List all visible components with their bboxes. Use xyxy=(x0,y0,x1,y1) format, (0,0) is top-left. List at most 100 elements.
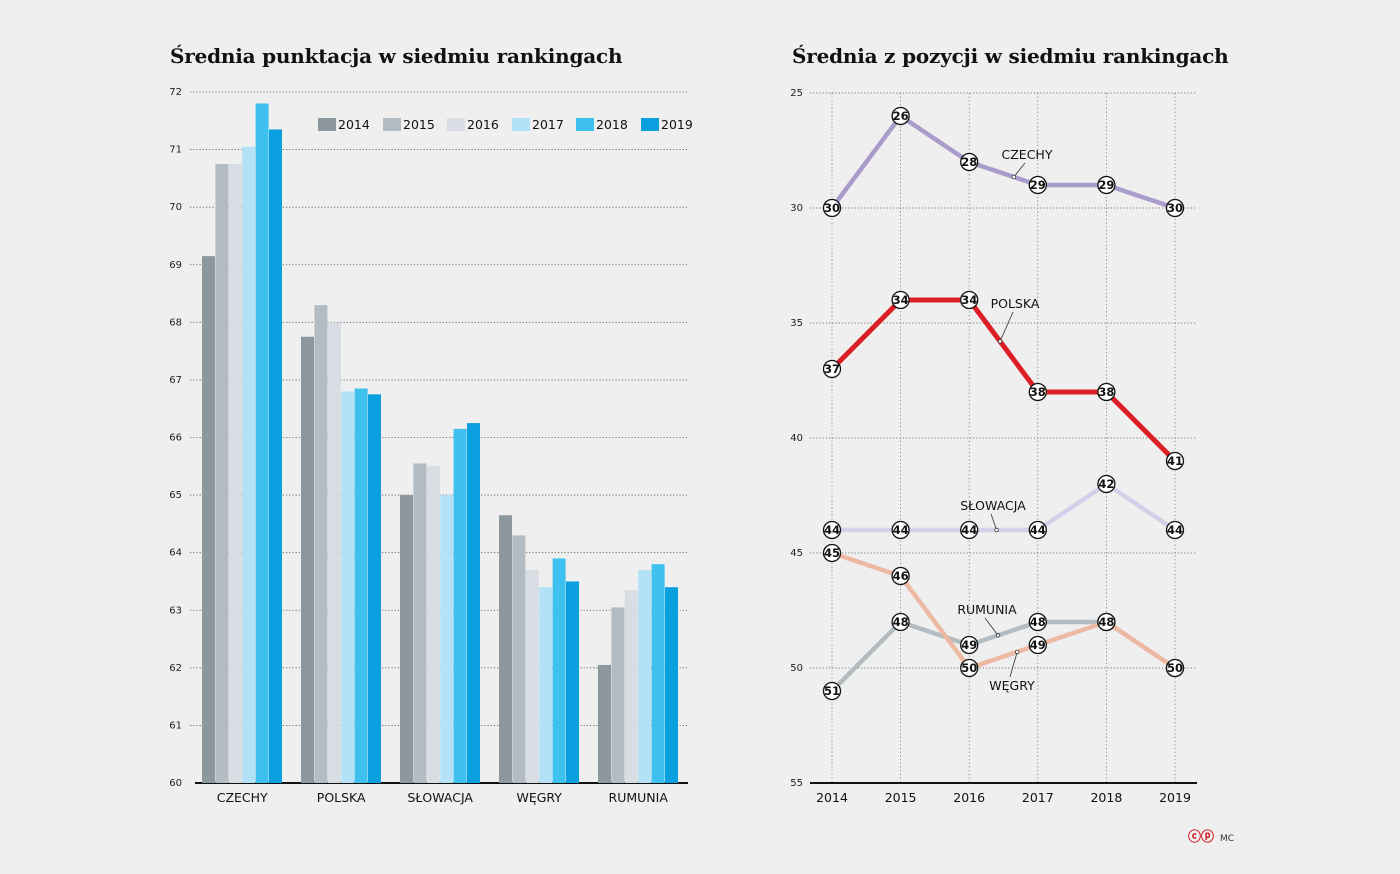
y-tick-label-25: 25 xyxy=(790,88,803,99)
bar-czechy-2015 xyxy=(215,163,229,783)
point-marker-polska-2018 xyxy=(1097,382,1116,402)
series-line-wegry xyxy=(829,550,1178,671)
point-marker-rumunia-2014 xyxy=(822,681,842,701)
bar-slowacja-2018 xyxy=(453,428,467,783)
bar-polska-2014 xyxy=(301,336,314,783)
bar-wegry-2014 xyxy=(499,515,512,783)
legend-label-2017: 2017 xyxy=(532,117,564,132)
point-label-czechy-2019: 30 xyxy=(1167,201,1183,215)
publisher-logo: ⓒⓟ xyxy=(1188,830,1215,845)
point-label-polska-2016: 34 xyxy=(961,293,977,307)
point-label-slowacja-2015: 44 xyxy=(893,523,909,537)
point-marker-wegry-2017 xyxy=(1028,635,1047,655)
bar-polska-2015 xyxy=(314,305,328,783)
point-label-czechy-2016: 28 xyxy=(961,155,977,169)
point-label-slowacja-2018: 42 xyxy=(1098,477,1114,491)
point-marker-czechy-2017 xyxy=(1028,175,1047,195)
series-label-czechy: CZECHY xyxy=(1002,147,1053,162)
point-label-czechy-2017: 29 xyxy=(1030,178,1046,192)
point-marker-wegry-2019 xyxy=(1165,658,1185,678)
y-tick-label-62: 62 xyxy=(169,663,182,674)
series-label-slowacja: SŁOWACJA xyxy=(960,498,1026,513)
leader-dot-polska xyxy=(997,339,1003,344)
x-tick-label-2019: 2019 xyxy=(1159,790,1191,805)
point-label-wegry-2016: 50 xyxy=(961,661,977,675)
bar-polska-2016 xyxy=(327,322,341,783)
x-category-czechy: CZECHY xyxy=(217,790,268,805)
bar-polska-2017 xyxy=(341,391,355,783)
series-line-polska xyxy=(829,297,1178,464)
series-label-rumunia: RUMUNIA xyxy=(957,602,1017,617)
point-label-slowacja-2017: 44 xyxy=(1030,523,1046,537)
x-category-slowacja: SŁOWACJA xyxy=(407,790,473,805)
bar-polska-2019 xyxy=(368,394,381,783)
point-marker-czechy-2016 xyxy=(960,152,979,172)
point-label-czechy-2014: 30 xyxy=(824,201,840,215)
point-label-wegry-2019: 50 xyxy=(1167,661,1183,675)
y-tick-label-68: 68 xyxy=(169,317,182,328)
legend-label-2019: 2019 xyxy=(661,117,693,132)
y-tick-label-66: 66 xyxy=(169,433,182,444)
bar-polska-2018 xyxy=(354,388,368,783)
x-tick-label-2017: 2017 xyxy=(1022,790,1054,805)
point-label-rumunia-2017: 48 xyxy=(1030,615,1046,629)
point-label-czechy-2018: 29 xyxy=(1098,178,1114,192)
x-category-wegry: WĘGRY xyxy=(516,790,562,805)
x-category-polska: POLSKA xyxy=(317,790,366,805)
point-marker-slowacja-2015 xyxy=(891,520,910,540)
y-tick-label-64: 64 xyxy=(169,548,182,559)
point-label-polska-2018: 38 xyxy=(1098,385,1114,399)
legend-swatch-2017 xyxy=(512,118,530,131)
point-label-polska-2015: 34 xyxy=(893,293,909,307)
bar-slowacja-2019 xyxy=(467,423,480,783)
bar-rumunia-2014 xyxy=(598,664,611,783)
bar-rumunia-2015 xyxy=(611,607,625,783)
bar-czechy-2019 xyxy=(269,129,282,783)
point-marker-wegry-2018 xyxy=(1097,612,1116,632)
x-tick-label-2014: 2014 xyxy=(816,790,848,805)
leader-line-czechy xyxy=(1013,162,1026,178)
bar-wegry-2018 xyxy=(552,558,566,783)
legend-label-2018: 2018 xyxy=(596,117,628,132)
author-initials: MC xyxy=(1220,834,1235,844)
point-marker-polska-2014 xyxy=(822,359,842,379)
y-tick-label-69: 69 xyxy=(169,260,182,271)
point-label-czechy-2015: 26 xyxy=(893,109,909,123)
bar-czechy-2014 xyxy=(202,256,215,783)
y-tick-label-40: 40 xyxy=(790,433,803,444)
bar-rumunia-2016 xyxy=(624,590,638,783)
series-label-polska: POLSKA xyxy=(991,296,1040,311)
y-tick-label-30: 30 xyxy=(790,203,803,214)
x-tick-label-2018: 2018 xyxy=(1090,790,1122,805)
y-tick-label-55: 55 xyxy=(790,778,803,789)
y-tick-label-63: 63 xyxy=(169,605,182,616)
point-label-slowacja-2016: 44 xyxy=(961,523,977,537)
leader-dot-wegry xyxy=(1015,649,1020,655)
y-tick-label-61: 61 xyxy=(169,720,182,731)
point-marker-czechy-2015 xyxy=(891,106,910,126)
y-tick-label-60: 60 xyxy=(169,778,182,789)
leader-line-rumunia xyxy=(984,617,999,636)
point-label-slowacja-2019: 44 xyxy=(1167,523,1183,537)
legend-swatch-2018 xyxy=(576,118,594,131)
bar-rumunia-2019 xyxy=(665,587,678,783)
y-tick-label-35: 35 xyxy=(790,318,803,329)
leader-dot-slowacja xyxy=(994,527,999,533)
point-label-rumunia-2015: 48 xyxy=(893,615,909,629)
point-marker-slowacja-2014 xyxy=(822,520,842,540)
legend-swatch-2016 xyxy=(447,118,465,131)
point-label-rumunia-2016: 49 xyxy=(961,638,977,652)
series-label-wegry: WĘGRY xyxy=(989,678,1035,693)
point-label-polska-2014: 37 xyxy=(824,362,840,376)
point-label-slowacja-2014: 44 xyxy=(824,523,840,537)
point-marker-slowacja-2019 xyxy=(1165,520,1185,540)
point-marker-polska-2019 xyxy=(1165,451,1185,471)
x-tick-label-2015: 2015 xyxy=(885,790,917,805)
point-marker-slowacja-2017 xyxy=(1028,520,1047,540)
point-marker-wegry-2015 xyxy=(891,566,910,586)
credit: ⓒⓟ MC xyxy=(1188,826,1234,845)
y-tick-label-45: 45 xyxy=(790,548,803,559)
bar-rumunia-2018 xyxy=(651,564,665,783)
point-marker-rumunia-2017 xyxy=(1028,612,1047,632)
